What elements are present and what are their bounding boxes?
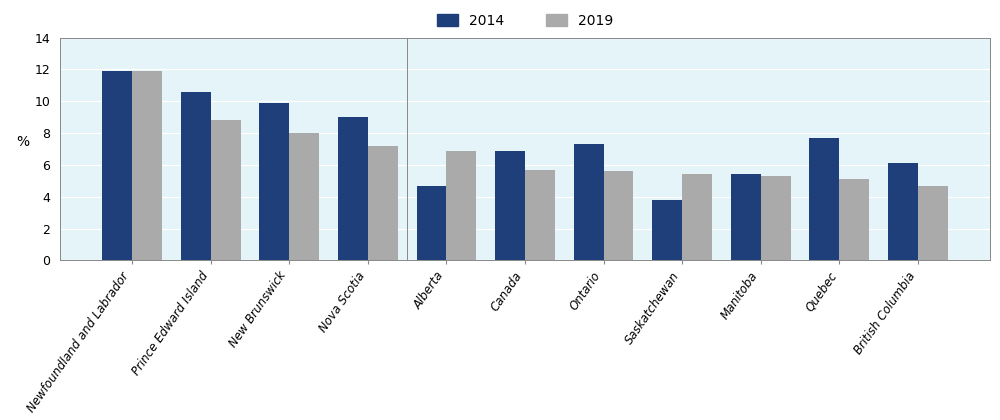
Bar xyxy=(338,117,368,260)
Bar xyxy=(181,92,211,260)
Bar xyxy=(446,150,476,260)
Bar xyxy=(525,170,555,260)
Bar xyxy=(731,174,761,260)
Bar xyxy=(368,146,398,260)
Bar xyxy=(918,186,948,260)
Bar xyxy=(132,71,162,260)
Bar xyxy=(574,144,604,260)
Bar xyxy=(682,174,712,260)
Bar xyxy=(839,179,869,260)
Bar xyxy=(604,171,633,260)
Bar xyxy=(417,186,446,260)
Y-axis label: %: % xyxy=(17,135,30,149)
Bar xyxy=(809,138,839,260)
Bar xyxy=(102,71,132,260)
Bar xyxy=(211,120,241,260)
Bar xyxy=(652,200,682,260)
Bar xyxy=(259,103,289,260)
Bar xyxy=(289,133,319,260)
Bar xyxy=(495,150,525,260)
Legend: 2014, 2019: 2014, 2019 xyxy=(437,14,613,28)
Bar xyxy=(761,176,791,260)
Bar xyxy=(888,163,918,260)
